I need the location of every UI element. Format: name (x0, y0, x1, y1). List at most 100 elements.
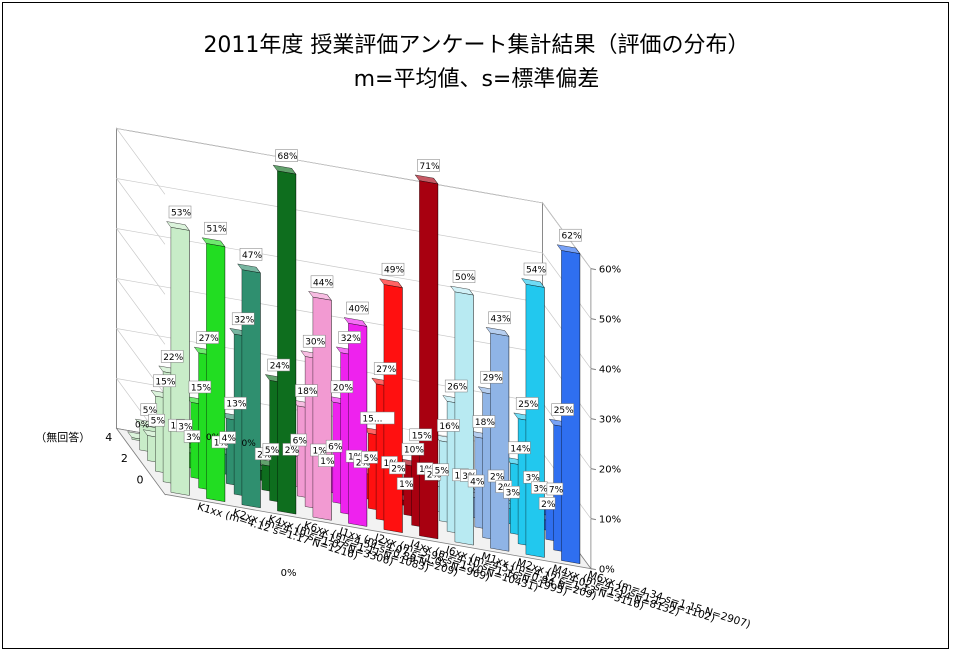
data-label-box (318, 454, 335, 467)
z-tick-label: 60% (599, 265, 621, 276)
data-label: 6% (328, 443, 343, 453)
data-label: 15% (155, 377, 175, 387)
z-tick-mark (590, 318, 597, 321)
data-label: 30% (305, 338, 325, 348)
data-label: 0% (242, 439, 257, 449)
score-tick-label: 0 (136, 473, 143, 486)
data-label-box (523, 262, 547, 276)
bar-face (312, 296, 332, 521)
z-tick-label: 50% (599, 315, 621, 326)
data-label-box (224, 396, 247, 410)
data-label-box (346, 301, 369, 315)
chart-title: 2011年度 授業評価アンケート集計結果（評価の分布） (203, 33, 750, 58)
data-label: 1% (313, 447, 328, 457)
data-label: 16% (439, 422, 459, 432)
z-tick-mark (590, 418, 597, 421)
data-label-box (183, 430, 201, 443)
data-label-box (267, 358, 290, 372)
z-tick-mark (590, 368, 597, 371)
bar-face (525, 284, 545, 558)
data-label: 13% (226, 400, 246, 410)
data-label: 49% (384, 266, 404, 276)
data-label-box (204, 221, 227, 235)
data-label-box (262, 443, 280, 456)
zero-marker: 0% (281, 568, 297, 579)
bar-face (277, 170, 297, 515)
bar-5-0 (343, 317, 368, 528)
data-label: 51% (207, 225, 227, 235)
data-label-box (432, 463, 449, 477)
data-label-box (239, 248, 263, 261)
data-label-box (401, 442, 425, 456)
data-label-box (508, 441, 531, 455)
data-label: 6% (293, 437, 308, 447)
data-label-box (295, 384, 318, 397)
bar-face (490, 332, 510, 552)
data-label: 50% (455, 273, 475, 283)
bar-3-0 (272, 164, 297, 515)
data-label-box (538, 497, 556, 510)
data-label: 20% (333, 383, 353, 393)
data-label-box (330, 380, 354, 394)
data-label: 25% (518, 400, 538, 410)
data-label-box (417, 159, 440, 172)
z-tick-label: 10% (599, 515, 621, 526)
data-label-box (325, 439, 343, 453)
score-tick-label: 2 (121, 452, 128, 465)
data-label: 71% (420, 162, 440, 172)
data-label: 18% (475, 418, 495, 428)
z-tick-mark (590, 568, 597, 571)
data-label: 5% (143, 406, 158, 416)
data-label-box (559, 228, 582, 242)
data-label: 1% (399, 480, 414, 490)
data-label: 5% (364, 454, 379, 464)
data-label-box (488, 311, 511, 325)
data-label: 2% (490, 473, 505, 483)
no-answer-label: （無回答） (35, 430, 90, 444)
data-label-box (168, 205, 192, 219)
data-label-box (160, 350, 184, 363)
data-label-box (231, 312, 255, 326)
data-label-box (467, 474, 485, 488)
data-label: 2% (285, 446, 300, 456)
data-label: 10% (404, 446, 424, 456)
z-tick-label: 30% (599, 415, 621, 426)
data-label: 5% (151, 417, 166, 427)
bar-face (348, 323, 368, 527)
data-label: 54% (526, 266, 546, 276)
data-label: 32% (234, 315, 254, 325)
data-label-box (153, 374, 176, 388)
data-label: 53% (171, 209, 191, 219)
data-label-box (389, 461, 406, 475)
data-label: 4% (222, 434, 237, 444)
data-label-box (381, 262, 405, 276)
data-label-box (360, 411, 395, 425)
data-label: 26% (447, 383, 467, 393)
data-label: 3% (186, 433, 201, 443)
data-label: 40% (349, 305, 369, 315)
data-label: 5% (435, 466, 450, 476)
data-label: 3% (533, 484, 548, 494)
data-label-box (472, 415, 496, 428)
data-label-box (275, 149, 298, 162)
data-label: 2% (391, 465, 406, 475)
data-label: 24% (270, 362, 290, 372)
data-label-box (503, 485, 520, 499)
bar-face (206, 243, 226, 502)
data-label: 27% (199, 334, 219, 344)
data-label: 27% (376, 365, 396, 375)
data-label-box (188, 380, 212, 394)
data-label: 47% (242, 251, 262, 261)
data-label-box (219, 431, 236, 444)
bar-face (419, 180, 439, 540)
z-tick-label: 0% (599, 565, 615, 576)
z-tick-label: 20% (599, 465, 621, 476)
data-label: 15% (412, 431, 432, 441)
data-label: 62% (562, 232, 582, 242)
data-label-box (444, 379, 468, 393)
data-label: 25% (554, 406, 574, 416)
data-label-box (515, 397, 539, 410)
data-label: 3% (506, 489, 521, 499)
data-label: 18% (297, 387, 317, 397)
